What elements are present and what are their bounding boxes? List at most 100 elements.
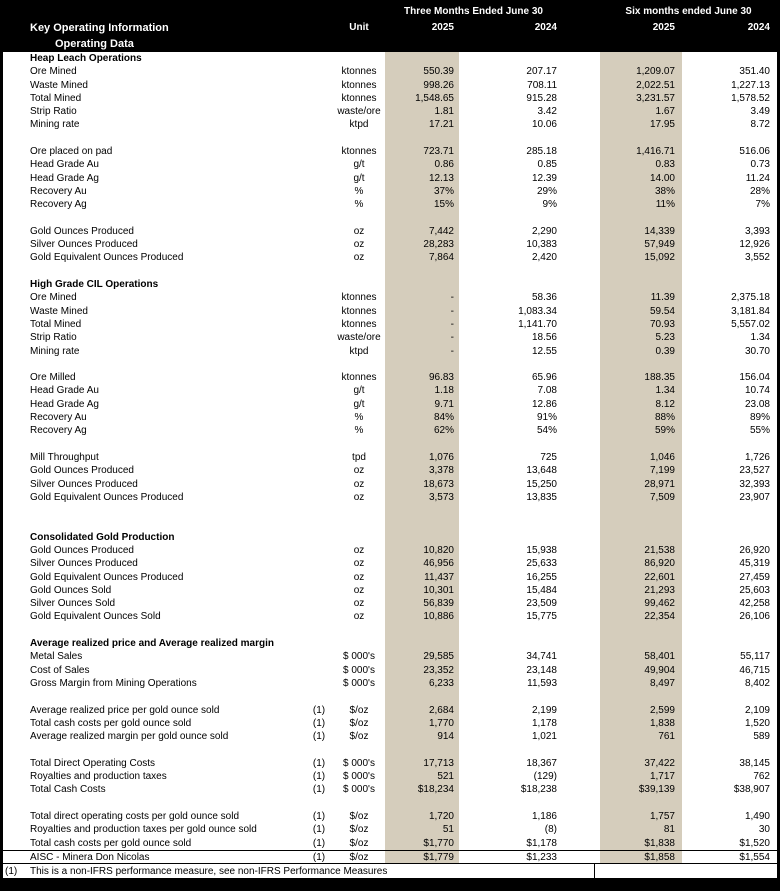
spacer-row: [3, 743, 777, 757]
column-gap: [562, 823, 600, 836]
data-row: Silver Ounces Sold oz 56,839 23,509 99,462 42…: [3, 597, 777, 611]
value-6m-2024: 2,375.18: [731, 292, 770, 304]
value-3m-2025: 521: [385, 770, 459, 784]
row-unit: g/t: [353, 398, 365, 410]
value-6m-2024: 55%: [749, 425, 770, 437]
header-spacer: [305, 20, 333, 36]
year-header-6m-2024: 2024: [747, 22, 770, 33]
row-label: [3, 212, 305, 225]
data-row: Mill Throughput tpd 1,076 725 1,046 1,726: [3, 450, 777, 465]
row-note: [305, 92, 333, 105]
row-label: [3, 265, 305, 278]
row-unit: oz: [353, 491, 365, 503]
row-unit: tpd: [352, 451, 366, 463]
column-gap: [562, 597, 600, 610]
header-spacer: [562, 20, 600, 36]
value-3m-2025: 1.18: [385, 384, 459, 398]
row-label: Metal Sales: [30, 651, 83, 663]
value-6m-2024: 27,459: [739, 571, 770, 583]
footnote-marker: (1): [5, 866, 18, 878]
value-3m-2025: 18,673: [385, 477, 459, 491]
data-row: Waste Mined ktonnes - 1,083.34 59.54 3,181.84: [3, 304, 777, 318]
column-gap: [562, 398, 600, 411]
column-gap: [562, 145, 600, 158]
spacer-row: [3, 131, 777, 146]
row-note: [305, 438, 333, 451]
value-6m-2024: 3.49: [750, 106, 770, 118]
data-row: Recovery Ag% 62% 54% 59% 55%: [3, 424, 777, 438]
value-3m-2024: (129): [533, 771, 557, 783]
value-3m-2025: 0.86: [385, 158, 459, 172]
row-note: [305, 318, 333, 331]
value-6m-2025: 99,462: [600, 597, 682, 611]
value-3m-2024: 54%: [536, 425, 557, 437]
row-unit: $ 000's: [343, 771, 375, 783]
row-label: Royalties and production taxes: [30, 771, 167, 783]
value-3m-2025: 7,864: [385, 251, 459, 265]
row-unit: ktonnes: [341, 372, 377, 384]
row-label: Strip Ratio: [30, 106, 77, 118]
row-note: (1): [312, 717, 326, 729]
value-3m-2025: 1.81: [385, 105, 459, 119]
row-unit: ktpd: [349, 119, 369, 131]
value-6m-2024: 38,145: [739, 757, 770, 769]
data-row: Gold Ounces Produced oz 10,820 15,938 21,538…: [3, 543, 777, 558]
value-3m-2024: (8): [544, 824, 557, 836]
value-6m-2025: 7,509: [600, 490, 682, 505]
row-label: [3, 438, 305, 451]
value-3m-2024: 91%: [536, 412, 557, 424]
value-6m-2024: 26,920: [739, 544, 770, 556]
column-gap: [562, 198, 600, 211]
value-6m-2024: 55,117: [740, 651, 770, 663]
value-3m-2025: [385, 623, 459, 638]
value-6m-2024: 589: [753, 731, 770, 743]
row-note: (1): [312, 810, 326, 822]
data-row: Strip Ratio waste/ore - 18.56 5.23 1.34: [3, 331, 777, 345]
value-6m-2025: [600, 796, 682, 810]
value-6m-2025: [600, 517, 682, 531]
value-3m-2025: 23,352: [385, 663, 459, 677]
value-3m-2024: 12.86: [531, 398, 557, 410]
row-note: [305, 105, 333, 118]
header-spacer: [3, 4, 305, 20]
data-row: Metal Sales $ 000's 29,585 34,741 58,401 55,1…: [3, 650, 777, 664]
value-3m-2025: 62%: [385, 424, 459, 438]
value-3m-2025: [385, 530, 459, 544]
row-label: Total cash costs per gold ounce sold: [30, 837, 192, 849]
section-header-row: Average realized price and Average reali…: [3, 637, 777, 651]
row-label: Total direct operating costs per gold ou…: [30, 810, 240, 822]
row-note: [305, 610, 333, 623]
value-6m-2024: 3,181.84: [731, 305, 770, 317]
value-3m-2025: [385, 211, 459, 225]
value-6m-2025: [600, 264, 682, 279]
value-6m-2025: 17.95: [600, 118, 682, 132]
spacer-row: [3, 690, 777, 704]
value-3m-2024: 18,367: [526, 757, 557, 769]
row-label: Gold Equivalent Ounces Produced: [30, 252, 184, 264]
value-6m-2024: 3,393: [744, 225, 770, 237]
column-gap: [562, 79, 600, 92]
data-row: Mining rate ktpd 17.21 10.06 17.95 8.72: [3, 118, 777, 132]
value-3m-2024: 15,775: [526, 611, 557, 623]
value-3m-2024: [459, 624, 562, 637]
value-6m-2025: 58,401: [600, 650, 682, 664]
value-6m-2025: 22,354: [600, 610, 682, 624]
value-6m-2025: 1,757: [600, 809, 682, 824]
column-gap: [562, 345, 600, 358]
section-title: High Grade CIL Operations: [30, 279, 159, 291]
value-6m-2025: 88%: [600, 411, 682, 425]
value-3m-2024: 13,835: [526, 491, 557, 503]
row-unit: ktpd: [349, 345, 369, 357]
data-row: Total Cash Costs (1) $ 000's $18,234 $18,238…: [3, 783, 777, 797]
row-unit: g/t: [353, 172, 365, 184]
data-row: Gold Equivalent Ounces Produced oz 3,573 13…: [3, 490, 777, 505]
value-3m-2024: 10.06: [531, 119, 557, 131]
row-note: [305, 464, 333, 477]
row-label: Waste Mined: [30, 79, 88, 91]
data-row: Gold Ounces Produced oz 7,442 2,290 14,339 3,…: [3, 224, 777, 239]
value-6m-2025: 2,599: [600, 703, 682, 717]
row-unit: $/oz: [349, 704, 369, 716]
row-label: Total Cash Costs: [30, 784, 106, 796]
value-3m-2025: 1,076: [385, 450, 459, 465]
value-3m-2025: [385, 690, 459, 704]
